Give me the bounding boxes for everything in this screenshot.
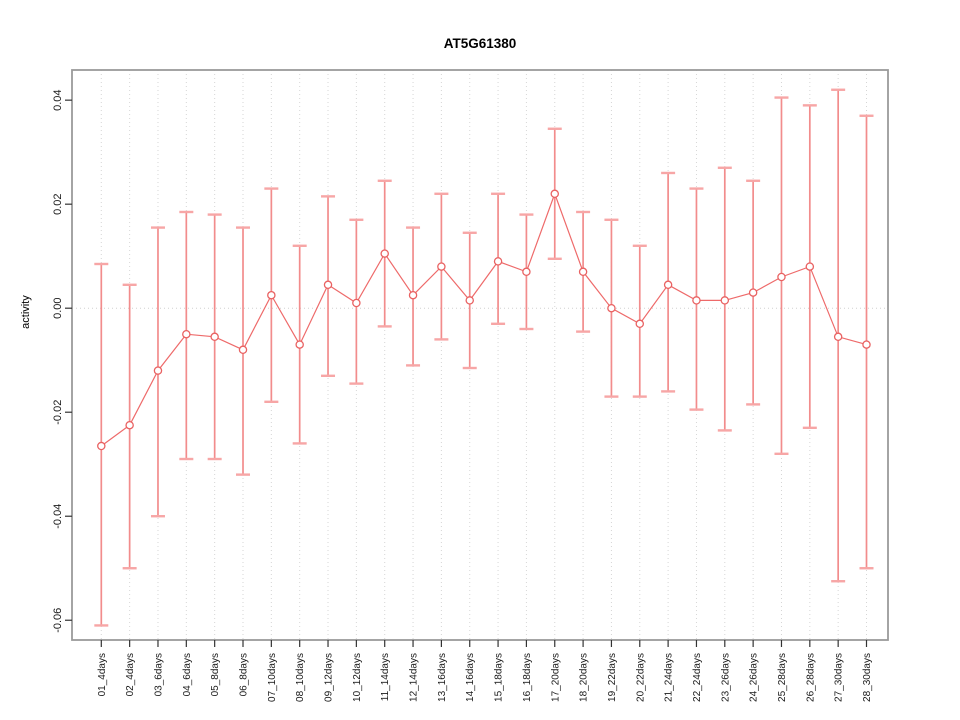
y-tick-label: 0.04 (52, 89, 64, 110)
y-tick-label: -0.06 (52, 608, 64, 633)
x-tick-label: 01_4days (97, 653, 108, 696)
data-point-marker (408, 290, 418, 300)
x-tick-label: 03_6days (153, 653, 164, 696)
x-tick-label: 24_26days (749, 653, 760, 702)
x-tick-label: 04_6days (182, 653, 193, 696)
data-point-marker (720, 296, 730, 305)
data-point-marker (323, 280, 333, 290)
data-point-marker (97, 441, 106, 451)
data-point-marker (862, 340, 871, 349)
x-tick-label: 14_16days (465, 653, 476, 702)
x-tick-label: 26_28days (805, 653, 816, 702)
x-tick-label: 07_10days (267, 653, 278, 702)
data-point-marker (777, 272, 786, 282)
y-tick-label: 0.00 (52, 297, 64, 318)
data-point-marker (267, 290, 276, 300)
data-point-marker (182, 329, 191, 339)
x-tick-label: 16_18days (522, 653, 533, 702)
data-point-marker (635, 319, 645, 329)
x-tick-label: 02_4days (125, 653, 136, 696)
x-tick-label: 09_12days (324, 653, 335, 702)
series-line (100, 192, 867, 447)
x-tick-label: 06_8days (239, 653, 250, 696)
x-tick-label: 20_22days (635, 653, 646, 702)
data-point-marker (805, 262, 815, 271)
data-point-marker (663, 280, 673, 290)
y-tick-label: -0.02 (52, 400, 64, 425)
data-point-marker (748, 288, 758, 297)
x-tick-label: 17_20days (550, 653, 561, 702)
x-tick-label: 11_14days (380, 653, 391, 701)
data-point-marker (522, 267, 531, 277)
data-point-marker (125, 420, 134, 430)
data-point-marker (465, 296, 474, 305)
data-point-marker (295, 340, 304, 349)
data-point-marker (578, 267, 588, 277)
chart-title: AT5G61380 (443, 36, 517, 51)
x-tick-label: 25_28days (777, 653, 788, 702)
data-point-marker (238, 345, 248, 355)
x-tick-label: 28_30days (862, 653, 873, 702)
data-point-marker (550, 189, 560, 199)
x-tick-label: 10_12days (352, 653, 363, 702)
x-tick-label: 19_22days (607, 653, 618, 702)
x-tick-label: 08_10days (295, 653, 306, 702)
x-tick-label: 15_18days (494, 653, 505, 702)
data-point-marker (210, 332, 219, 342)
data-point-marker (352, 298, 361, 308)
x-tick-label: 21_24days (664, 653, 675, 702)
data-point-marker (153, 366, 163, 375)
data-point-marker (380, 249, 389, 258)
y-tick-label: -0.04 (52, 504, 64, 529)
x-tick-label: 18_20days (579, 653, 590, 702)
data-point-marker (493, 257, 503, 266)
x-tick-label: 13_16days (437, 653, 448, 702)
data-point-marker (833, 332, 843, 342)
x-tick-label: 12_14days (409, 653, 420, 702)
data-point-marker (607, 303, 616, 313)
y-tick-label: 0.02 (52, 193, 64, 214)
y-axis-title: activity (20, 295, 32, 329)
data-point-marker (437, 262, 446, 271)
x-tick-label: 05_8days (210, 653, 221, 696)
x-tick-label: 23_26days (720, 653, 731, 702)
x-tick-label: 27_30days (834, 653, 845, 702)
data-point-marker (692, 296, 701, 305)
plot-box (71, 69, 889, 641)
x-tick-label: 22_24days (692, 653, 703, 702)
